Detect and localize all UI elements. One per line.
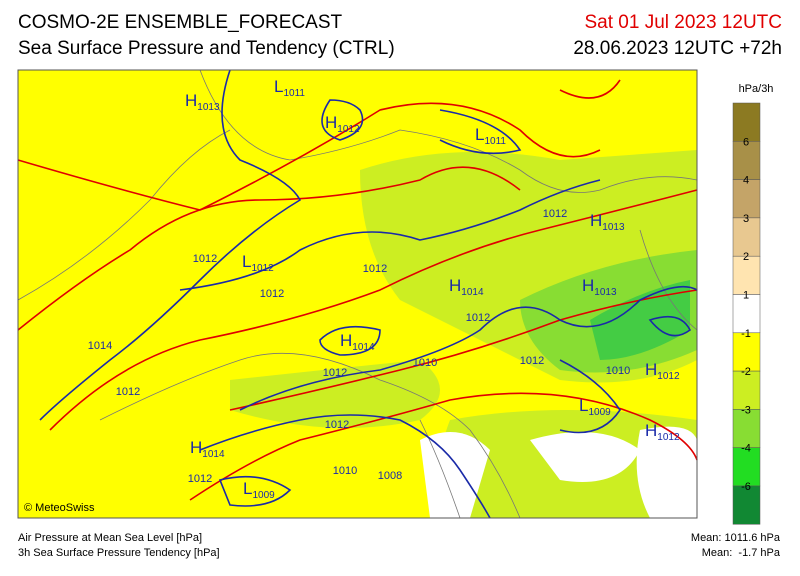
isobar-label: 1010 xyxy=(606,365,630,377)
isobar-label: 1012 xyxy=(466,312,490,324)
center-type: H xyxy=(449,276,461,295)
center-value: 1012 xyxy=(657,432,680,443)
footer-right-1: Mean: -1.7 hPa xyxy=(702,547,781,559)
isobar-label: 1012 xyxy=(363,263,387,275)
pressure-center: L1011 xyxy=(274,77,305,99)
pressure-center: L1012 xyxy=(242,252,274,274)
center-value: 1014 xyxy=(352,342,375,353)
colorbar-segment xyxy=(732,102,761,142)
colorbar-tick-label: 4 xyxy=(743,175,749,187)
pressure-center: H1012 xyxy=(645,360,680,382)
colorbar-segment xyxy=(732,255,761,295)
center-value: 1014 xyxy=(202,449,225,460)
center-type: H xyxy=(590,211,602,230)
pressure-center: H1014 xyxy=(449,276,484,298)
colorbar-tick-label: -6 xyxy=(741,481,751,493)
pressure-center: H1014 xyxy=(340,331,375,353)
colorbar-tick-label: -3 xyxy=(741,404,751,416)
colorbar-segment xyxy=(732,294,761,334)
colorbar-segment xyxy=(732,141,761,180)
colorbar-tick-label: -4 xyxy=(741,443,751,455)
footer-right-0: Mean: 1011.6 hPa xyxy=(691,532,781,544)
colorbar-segment xyxy=(732,370,761,410)
center-type: H xyxy=(582,276,594,295)
run-time: 28.06.2023 12UTC +72h xyxy=(573,38,782,59)
center-value: 1011 xyxy=(283,88,305,99)
colorbar-segment xyxy=(732,217,761,257)
center-value: 1012 xyxy=(251,263,274,274)
colorbar-segment xyxy=(732,485,761,525)
center-value: 1012 xyxy=(657,371,680,382)
colorbar-tick-label: -1 xyxy=(741,328,751,340)
isobar-label: 1012 xyxy=(323,367,347,379)
colorbar-segment xyxy=(732,447,761,487)
isobar-label: 1012 xyxy=(543,208,567,220)
colorbar-tick-label: 1 xyxy=(743,290,749,302)
center-type: L xyxy=(243,479,252,498)
colorbar-tick-label: 2 xyxy=(743,251,749,263)
center-type: L xyxy=(579,396,588,415)
colorbar: 6 4 3 2 1 -1 -2 -3 -4 -6 xyxy=(732,102,761,525)
isobar-label: 1012 xyxy=(520,355,544,367)
isobar-label: 1010 xyxy=(413,357,437,369)
pressure-center: L1009 xyxy=(579,396,611,418)
colorbar-tick-label: 6 xyxy=(743,136,749,148)
pressure-center: L1009 xyxy=(243,479,275,501)
pressure-center: H1013 xyxy=(590,211,625,233)
title: COSMO-2E ENSEMBLE_FORECAST xyxy=(18,12,343,33)
center-type: H xyxy=(325,113,337,132)
colorbar-tick-label: -2 xyxy=(741,366,751,378)
center-type: L xyxy=(242,252,251,271)
colorbar-tick-label: 3 xyxy=(743,213,749,225)
isobar-label: 1012 xyxy=(116,386,140,398)
colorbar-unit: hPa/3h xyxy=(739,83,774,95)
center-type: H xyxy=(645,421,657,440)
center-value: 1012 xyxy=(337,124,360,135)
center-type: H xyxy=(190,438,202,457)
isobar-label: 1014 xyxy=(88,340,112,352)
center-type: H xyxy=(185,91,197,110)
pressure-center: H1013 xyxy=(582,276,617,298)
center-type: L xyxy=(475,125,484,144)
pressure-center: H1013 xyxy=(185,91,220,113)
isobar-label: 1010 xyxy=(333,465,357,477)
center-value: 1009 xyxy=(588,407,611,418)
colorbar-segment xyxy=(732,179,761,219)
isobar-label: 1012 xyxy=(188,473,212,485)
valid-time: Sat 01 Jul 2023 12UTC xyxy=(584,12,782,33)
isobar-label: 1012 xyxy=(260,288,284,300)
colorbar-segment xyxy=(732,332,761,372)
pressure-center: H1012 xyxy=(645,421,680,443)
isobar-label: 1008 xyxy=(378,470,402,482)
center-value: 1009 xyxy=(252,490,275,501)
map xyxy=(17,69,698,519)
pressure-center: H1014 xyxy=(190,438,225,460)
footer-left-1: 3h Sea Surface Pressure Tendency [hPa] xyxy=(18,547,220,559)
colorbar-segment xyxy=(732,409,761,448)
footer-left-0: Air Pressure at Mean Sea Level [hPa] xyxy=(18,532,202,544)
isobar-label: 1012 xyxy=(325,419,349,431)
copyright: © MeteoSwiss xyxy=(24,502,95,514)
center-type: H xyxy=(340,331,352,350)
pressure-center: H1012 xyxy=(325,113,360,135)
center-value: 1013 xyxy=(602,222,625,233)
pressure-center: L1011 xyxy=(475,125,506,147)
subtitle: Sea Surface Pressure and Tendency (CTRL) xyxy=(18,38,395,59)
center-value: 1013 xyxy=(594,287,617,298)
isobar-label: 1012 xyxy=(193,253,217,265)
center-value: 1011 xyxy=(484,136,506,147)
center-type: L xyxy=(274,77,283,96)
center-value: 1013 xyxy=(197,102,220,113)
center-type: H xyxy=(645,360,657,379)
center-value: 1014 xyxy=(461,287,484,298)
